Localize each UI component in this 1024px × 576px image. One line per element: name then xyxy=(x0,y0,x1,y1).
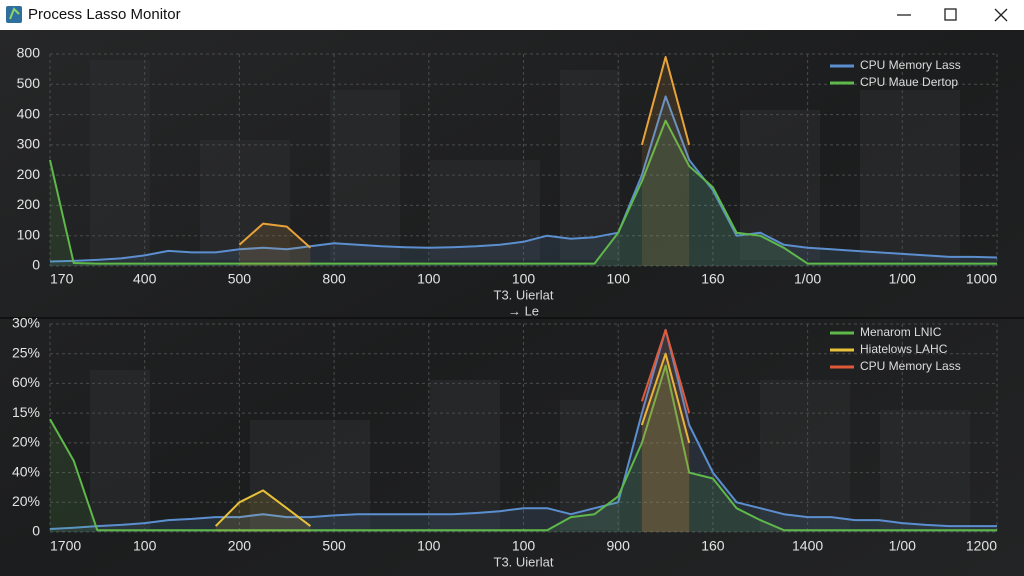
x-tick-label: 100 xyxy=(512,538,536,554)
area xyxy=(239,223,311,266)
x-tick-label: 1/00 xyxy=(794,271,821,287)
x-tick-label: 100 xyxy=(607,271,631,287)
x-tick-label: 100 xyxy=(133,538,157,554)
y-tick-label: 15% xyxy=(12,404,40,420)
y-tick-label: 40% xyxy=(12,463,40,479)
area xyxy=(641,57,690,266)
x-tick-label: 500 xyxy=(322,538,346,554)
x-tick-label: 100 xyxy=(417,271,441,287)
x-tick-label: 200 xyxy=(228,538,252,554)
x-tick-label: 1700 xyxy=(50,538,81,554)
line xyxy=(49,364,997,532)
y-tick-label: 400 xyxy=(17,105,41,121)
x-tick-label: 100 xyxy=(512,271,536,287)
x-tick-label: 160 xyxy=(701,271,725,287)
annotation: → Le xyxy=(508,303,539,318)
y-tick-label: 20% xyxy=(12,434,40,450)
y-tick-label: 800 xyxy=(17,45,41,61)
app-icon-glyph xyxy=(9,7,20,20)
line xyxy=(238,222,312,249)
y-tick-label: 0 xyxy=(32,257,40,273)
line xyxy=(49,119,997,265)
close-button[interactable] xyxy=(994,8,1008,22)
x-tick-label: 500 xyxy=(228,271,252,287)
y-tick-label: 100 xyxy=(17,226,41,242)
x-tick-label: 800 xyxy=(322,271,346,287)
line xyxy=(640,328,691,414)
maximize-button[interactable] xyxy=(944,8,957,21)
line xyxy=(640,352,691,444)
line xyxy=(640,56,691,146)
legend-label: CPU Maue Dertop xyxy=(860,75,958,89)
legend-label: CPU Memory Lass xyxy=(860,359,961,373)
x-tick-label: 1/00 xyxy=(889,271,916,287)
line xyxy=(49,95,998,263)
title-bar xyxy=(0,0,1024,30)
legend-label: Hiatelows LAHC xyxy=(860,342,948,356)
y-tick-label: 25% xyxy=(12,344,40,360)
y-tick-label: 300 xyxy=(17,136,41,152)
backdrop xyxy=(90,60,970,530)
y-tick-label: 60% xyxy=(12,374,40,390)
y-tick-label: 20% xyxy=(12,493,40,509)
x-tick-label: 1000 xyxy=(966,271,997,287)
x-tick-label: 170 xyxy=(50,271,74,287)
y-tick-label: 0 xyxy=(32,523,40,539)
x-tick-label: 900 xyxy=(607,538,631,554)
line xyxy=(49,328,997,530)
x-tick-label: 1200 xyxy=(966,538,997,554)
x-tick-label: 1/00 xyxy=(889,538,916,554)
background xyxy=(0,30,1024,576)
x-axis-label: T3. Uierlat xyxy=(494,554,554,569)
window-title: Process Lasso Monitor xyxy=(28,6,181,23)
x-tick-label: 100 xyxy=(417,538,441,554)
x-tick-label: 160 xyxy=(701,538,725,554)
legend-label: Menarom LNIC xyxy=(860,325,942,339)
area xyxy=(641,329,690,532)
x-tick-label: 400 xyxy=(133,271,157,287)
y-tick-label: 200 xyxy=(17,166,41,182)
line xyxy=(214,489,312,527)
x-tick-label: 1400 xyxy=(792,538,823,554)
area xyxy=(215,490,311,532)
y-tick-label: 200 xyxy=(17,196,41,212)
x-axis-label: T3. Uierlat xyxy=(494,287,554,302)
legend-label: CPU Memory Lass xyxy=(860,58,961,72)
y-tick-label: 500 xyxy=(17,75,41,91)
y-tick-label: 30% xyxy=(12,315,40,331)
